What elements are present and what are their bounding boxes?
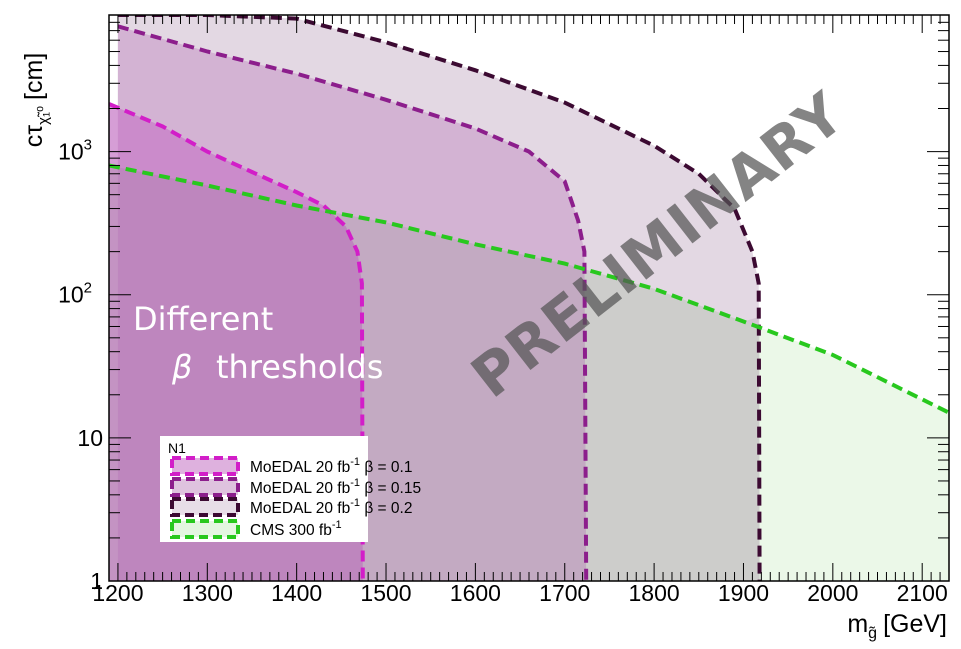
annotation: Different β thresholds [133,300,383,386]
x-tick-label: 1300 [182,580,233,606]
x-tick-label: 2000 [807,580,858,606]
y-axis-title: cτχ̃₁⁰[cm] [20,53,52,148]
legend-swatch [170,497,240,517]
y-tick-label: 10 [77,425,103,451]
legend-item: MoEDAL 20 fb-1 β = 0.15 [170,477,421,497]
series-curve-0 [109,102,365,581]
x-tick-label: 1500 [360,580,411,606]
y-tick-label: 102 [58,280,92,308]
x-tick-labels: 1200 1300 1400 1500 1600 1700 1800 1900 2000 2100 [92,580,947,606]
axis-ticks [108,14,950,582]
x-tick-label: 1800 [629,580,680,606]
limit-curves [109,15,949,581]
x-tick-label: 1700 [539,580,590,606]
legend-label: MoEDAL 20 fb-1 β = 0.15 [250,477,421,497]
x-tick-label: 1900 [718,580,769,606]
legend-label: MoEDAL 20 fb-1 β = 0.2 [250,497,412,517]
annotation-line2: thresholds [216,348,383,386]
series-curve-2 [117,15,762,581]
x-tick-label: 1600 [450,580,501,606]
series-curve-1 [117,24,589,581]
x-tick-label: 1400 [271,580,322,606]
plot-frame [108,14,950,582]
legend-label: CMS 300 fb-1 [250,519,342,539]
legend-item: CMS 300 fb-1 [170,519,342,539]
y-tick-label: 103 [58,137,92,165]
series-curve-3 [109,163,949,415]
legend-swatch [170,519,240,539]
legend-swatch [170,477,240,497]
legend-item: MoEDAL 20 fb-1 β = 0.1 [170,456,412,476]
x-axis-title: mg̃ [GeV] [847,610,947,642]
legend-swatch [170,456,240,476]
legend-item: MoEDAL 20 fb-1 β = 0.2 [170,497,412,517]
x-tick-label: 1200 [92,580,143,606]
legend-label: MoEDAL 20 fb-1 β = 0.1 [250,456,412,476]
y-tick-label: 1 [90,568,103,594]
y-tick-labels: 1 10 102 103 [58,137,103,594]
annotation-beta: β [171,348,192,386]
annotation-line1: Different [133,300,273,338]
legend-title: N1 [168,440,186,456]
x-tick-label: 2100 [897,580,948,606]
